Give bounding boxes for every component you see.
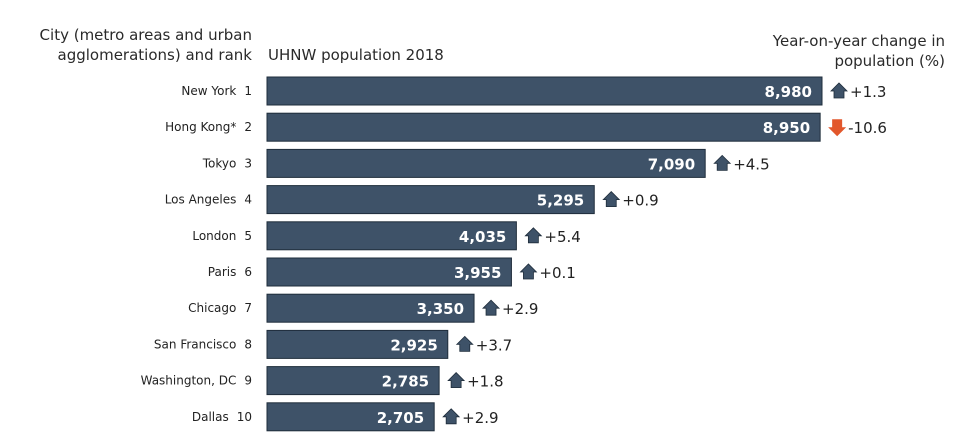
bar-value-label: 3,955: [454, 264, 501, 282]
bar: [266, 76, 823, 106]
bar: [266, 112, 821, 142]
change-label: +2.9: [462, 409, 498, 427]
city-label: Paris 6: [208, 265, 252, 279]
bar-row: London 5 4,035 +5.4: [192, 221, 581, 251]
city-header-line1: City (metro areas and urban: [40, 26, 252, 44]
city-rank: 1: [244, 84, 252, 98]
city-rank: 9: [244, 374, 252, 388]
bar: [266, 402, 435, 432]
bar: [266, 257, 512, 287]
city-rank: 3: [244, 156, 252, 170]
bar-value-label: 7,090: [648, 155, 695, 173]
bar-row: San Francisco 8 2,925 +3.7: [154, 329, 512, 359]
bar-row: Chicago 7 3,350 +2.9: [188, 293, 538, 323]
city-name: Chicago: [188, 301, 236, 315]
city-name: Washington, DC: [141, 374, 237, 388]
change-label: +1.3: [850, 83, 886, 101]
change-label: +3.7: [476, 336, 512, 354]
city-header-line2: agglomerations) and rank: [58, 46, 253, 64]
bar-value-label: 3,350: [417, 300, 464, 318]
city-label: Washington, DC 9: [141, 374, 252, 388]
change-header-line2: population (%): [834, 52, 945, 70]
up-arrow-icon: [519, 263, 538, 280]
up-arrow-icon: [482, 299, 501, 316]
city-rank: 2: [244, 120, 252, 134]
bar-row: Washington, DC 9 2,785 +1.8: [141, 366, 504, 396]
city-label: Chicago 7: [188, 301, 252, 315]
city-name: Hong Kong*: [165, 120, 236, 134]
city-label: Dallas 10: [192, 410, 252, 424]
city-label: San Francisco 8: [154, 337, 252, 351]
city-label: Hong Kong* 2: [165, 120, 252, 134]
bar-row: Los Angeles 4 5,295 +0.9: [165, 185, 659, 215]
change-label: -10.6: [848, 119, 887, 137]
bar: [266, 221, 517, 251]
bar: [266, 185, 595, 215]
city-label: Los Angeles 4: [165, 193, 252, 207]
change-label: +0.9: [622, 192, 658, 210]
up-arrow-icon: [447, 372, 466, 388]
bar-row: Dallas 10 2,705 +2.9: [192, 402, 499, 432]
city-name: London: [192, 229, 236, 243]
bar-value-label: 5,295: [537, 192, 584, 210]
city-label: London 5: [192, 229, 252, 243]
city-rank: 10: [237, 410, 252, 424]
up-arrow-icon: [455, 335, 474, 352]
bar-value-label: 2,925: [390, 336, 437, 354]
bar-value-label: 4,035: [459, 228, 506, 246]
population-header: UHNW population 2018: [268, 46, 444, 64]
city-label: New York 1: [181, 84, 252, 98]
up-arrow-icon: [442, 408, 461, 425]
city-rank: 8: [244, 337, 252, 351]
bar-row: Hong Kong* 2 8,950 -10.6: [165, 112, 887, 142]
change-header-line1: Year-on-year change in: [772, 32, 945, 50]
bar: [266, 293, 475, 323]
city-name: San Francisco: [154, 337, 236, 351]
up-arrow-icon: [713, 154, 732, 171]
bar: [266, 148, 706, 178]
city-label: Tokyo 3: [202, 156, 252, 170]
city-name: Dallas: [192, 410, 229, 424]
bar-value-label: 2,705: [377, 409, 424, 427]
change-label: +1.8: [467, 373, 503, 391]
city-name: Paris: [208, 265, 237, 279]
bar-row: Tokyo 3 7,090 +4.5: [202, 148, 770, 178]
bar-row: New York 1 8,980 +1.3: [181, 76, 886, 106]
change-label: +0.1: [539, 264, 575, 282]
bar-value-label: 8,980: [765, 83, 812, 101]
city-rank: 7: [244, 301, 252, 315]
change-label: +5.4: [544, 228, 580, 246]
change-label: +4.5: [733, 155, 769, 173]
up-arrow-icon: [524, 227, 543, 244]
up-arrow-icon: [602, 191, 621, 207]
city-rank: 4: [244, 193, 252, 207]
bar: [266, 329, 449, 359]
city-rank: 6: [244, 265, 252, 279]
down-arrow-icon: [828, 119, 847, 137]
bar: [266, 366, 440, 396]
bar-value-label: 8,950: [763, 119, 810, 137]
city-name: Tokyo: [202, 156, 237, 170]
city-name: Los Angeles: [165, 193, 237, 207]
up-arrow-icon: [830, 82, 848, 99]
bar-value-label: 2,785: [382, 373, 429, 391]
city-rank: 5: [244, 229, 252, 243]
city-name: New York: [181, 84, 236, 98]
bar-row: Paris 6 3,955 +0.1: [208, 257, 576, 287]
change-label: +2.9: [502, 300, 538, 318]
